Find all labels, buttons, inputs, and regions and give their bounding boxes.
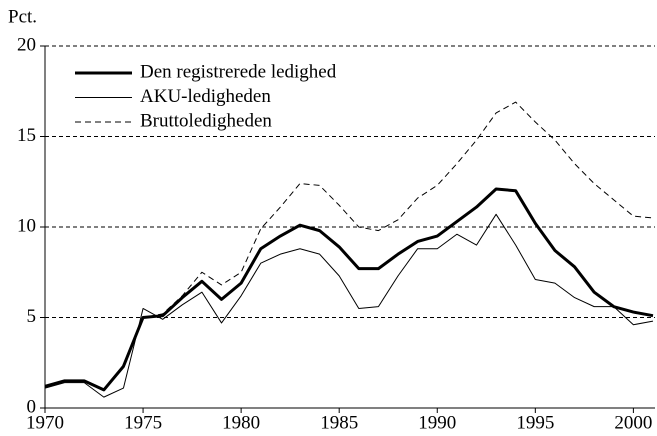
y-tick-label: 15: [17, 125, 36, 146]
y-tick-label: 20: [17, 34, 36, 55]
legend-label: AKU-ledigheden: [140, 86, 271, 107]
x-tick-label: 1980: [222, 412, 260, 433]
y-tick-label: 10: [17, 215, 36, 236]
line-series: [44, 187, 654, 392]
x-tick-label: 1985: [320, 412, 358, 433]
y-tick-label: 5: [27, 306, 37, 327]
legend-label: Bruttoledigheden: [140, 110, 272, 131]
x-tick-label: 1995: [516, 412, 554, 433]
y-axis-label: Pct.: [8, 6, 37, 27]
x-tick-label: 1990: [418, 412, 456, 433]
line-series: [44, 101, 654, 391]
legend-label: Den registrerede ledighed: [140, 61, 337, 82]
x-tick-label: 1975: [124, 412, 162, 433]
x-tick-label: 2000: [614, 412, 652, 433]
y-tick-label: 0: [27, 396, 37, 417]
x-tick-label: 1970: [26, 412, 64, 433]
line-series: [44, 213, 654, 398]
